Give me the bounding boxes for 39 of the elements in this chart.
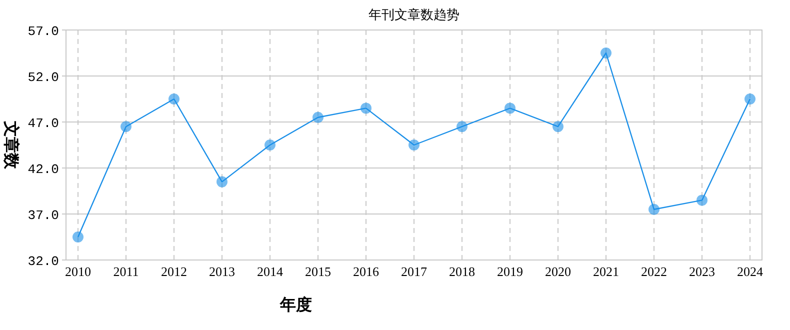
x-tick-label: 2011 [113,264,139,279]
point [456,121,468,132]
point [216,176,228,188]
point [744,94,756,104]
x-tick-label: 2012 [161,264,187,279]
point [72,232,84,242]
x-tick-label: 2022 [641,264,667,279]
point [696,194,708,206]
chart-title: 年刊文章数趋势 [368,7,460,22]
y-axis-title: 文章数 [2,120,20,170]
x-tick-label: 2015 [305,264,331,279]
y-tick-label: 42.0 [28,162,59,177]
x-tick-label: 2019 [497,264,523,279]
point [408,140,420,150]
x-tick-label: 2018 [449,264,475,279]
point [600,48,612,58]
point [360,102,372,114]
y-tick-label: 52.0 [28,70,59,85]
x-tick-label: 2024 [737,264,764,279]
x-tick-label: 2020 [545,264,571,279]
x-tick-label: 2014 [257,264,284,279]
x-tick-label: 2016 [353,264,380,279]
x-tick-label: 2021 [593,264,619,279]
point [264,140,276,150]
x-tick-label: 2010 [65,264,91,279]
point [168,94,180,104]
point [504,102,516,114]
point [312,112,324,123]
y-tick-label: 47.0 [28,116,59,131]
x-tick-label: 2017 [401,264,428,279]
x-tick-label: 2023 [689,264,715,279]
x-axis-title: 年度 [279,295,312,314]
y-tick-label: 57.0 [28,24,59,39]
point [120,121,132,132]
x-tick-label: 2013 [209,264,235,279]
point [552,121,564,132]
y-tick-label: 32.0 [28,254,59,269]
point [648,204,660,215]
y-tick-label: 37.0 [28,208,59,223]
